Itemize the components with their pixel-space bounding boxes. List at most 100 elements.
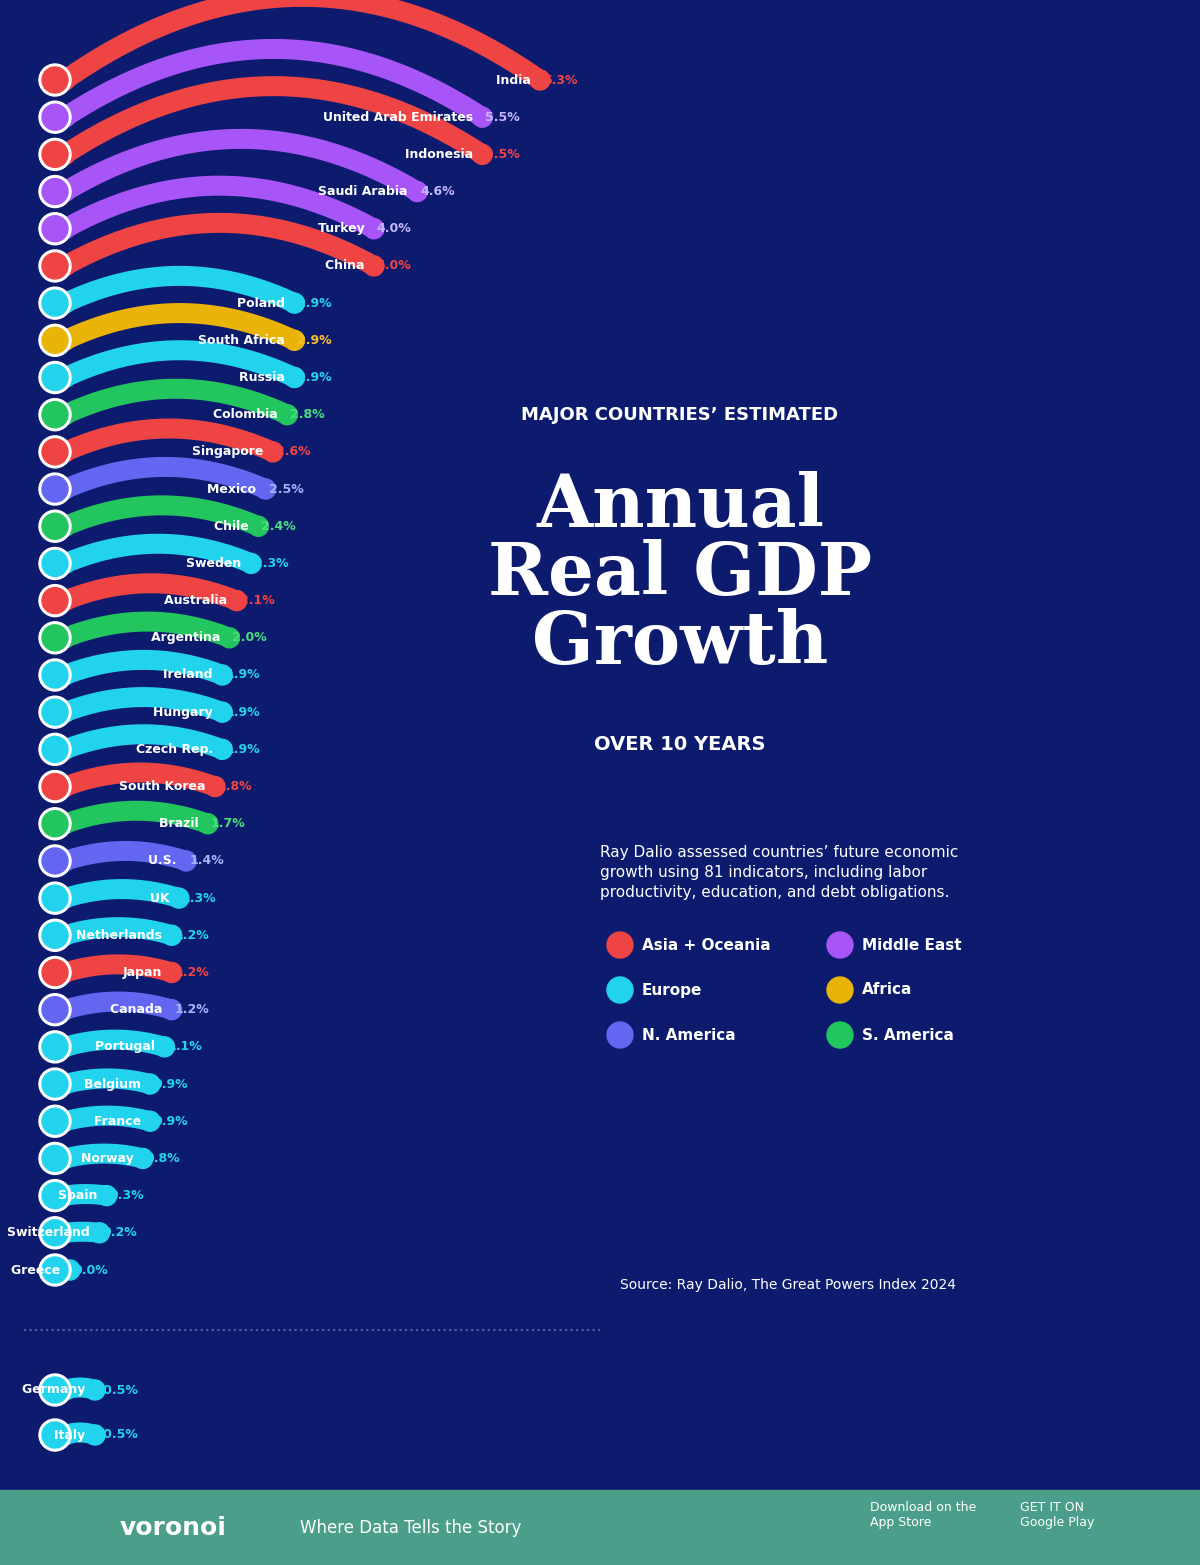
Circle shape — [55, 1149, 74, 1169]
Circle shape — [42, 254, 68, 279]
Circle shape — [55, 590, 74, 610]
Text: 0.8%: 0.8% — [145, 1152, 180, 1164]
Circle shape — [55, 257, 74, 275]
Polygon shape — [62, 880, 182, 908]
Circle shape — [38, 1419, 71, 1451]
Circle shape — [55, 405, 74, 424]
Circle shape — [38, 64, 71, 95]
Circle shape — [55, 962, 74, 983]
Circle shape — [38, 696, 71, 728]
Circle shape — [607, 933, 634, 958]
Text: Singapore: Singapore — [192, 446, 268, 459]
Circle shape — [827, 933, 853, 958]
Polygon shape — [61, 496, 263, 535]
Circle shape — [60, 1260, 80, 1280]
Polygon shape — [64, 1222, 101, 1243]
Circle shape — [42, 105, 68, 130]
Text: 1.8%: 1.8% — [218, 779, 253, 793]
Polygon shape — [61, 649, 226, 684]
Text: 1.2%: 1.2% — [175, 928, 210, 942]
Text: 1.2%: 1.2% — [175, 966, 210, 980]
Circle shape — [277, 405, 298, 424]
Circle shape — [176, 851, 196, 872]
Text: Sweden: Sweden — [186, 557, 246, 570]
Circle shape — [55, 851, 74, 872]
Circle shape — [55, 516, 74, 537]
Circle shape — [55, 1260, 74, 1280]
Polygon shape — [61, 457, 270, 498]
Circle shape — [284, 368, 305, 388]
Circle shape — [227, 590, 247, 610]
Circle shape — [42, 922, 68, 948]
Circle shape — [42, 476, 68, 502]
Circle shape — [55, 1222, 74, 1243]
Polygon shape — [61, 266, 299, 311]
Circle shape — [155, 1038, 174, 1056]
Circle shape — [256, 479, 276, 499]
Circle shape — [55, 703, 74, 721]
Polygon shape — [61, 534, 256, 573]
Text: Germany: Germany — [23, 1383, 90, 1396]
Polygon shape — [62, 1030, 167, 1056]
Text: Download on the
App Store: Download on the App Store — [870, 1501, 977, 1529]
Text: Italy: Italy — [54, 1429, 90, 1441]
Circle shape — [55, 628, 74, 648]
Circle shape — [241, 554, 262, 573]
Circle shape — [55, 1111, 74, 1131]
Text: 4.0%: 4.0% — [377, 260, 412, 272]
Circle shape — [42, 67, 68, 92]
Circle shape — [38, 734, 71, 765]
Text: Spain: Spain — [58, 1189, 102, 1202]
Circle shape — [42, 402, 68, 427]
Polygon shape — [62, 1423, 98, 1444]
Circle shape — [55, 1000, 74, 1020]
Polygon shape — [61, 762, 218, 797]
Circle shape — [42, 848, 68, 873]
Circle shape — [38, 883, 71, 914]
Text: Hungary: Hungary — [154, 706, 217, 718]
Circle shape — [38, 213, 71, 244]
Text: Norway: Norway — [80, 1152, 138, 1164]
Text: 0.2%: 0.2% — [102, 1227, 137, 1239]
Circle shape — [248, 516, 269, 537]
Circle shape — [42, 997, 68, 1022]
Circle shape — [38, 1254, 71, 1286]
Circle shape — [38, 1105, 71, 1138]
Circle shape — [42, 1257, 68, 1283]
Text: MAJOR COUNTRIES’ ESTIMATED: MAJOR COUNTRIES’ ESTIMATED — [522, 405, 839, 424]
Text: Belgium: Belgium — [84, 1078, 145, 1091]
Text: Mexico: Mexico — [208, 482, 260, 496]
Text: 2.9%: 2.9% — [298, 371, 332, 383]
Text: 2.4%: 2.4% — [262, 520, 296, 532]
Text: Saudi Arabia: Saudi Arabia — [318, 185, 413, 199]
Text: South Africa: South Africa — [198, 333, 289, 347]
Circle shape — [42, 551, 68, 576]
Circle shape — [38, 919, 71, 952]
Circle shape — [42, 773, 68, 800]
Circle shape — [42, 216, 68, 241]
Polygon shape — [64, 1185, 108, 1205]
Polygon shape — [59, 0, 546, 88]
Circle shape — [38, 250, 71, 282]
Text: 0.0%: 0.0% — [73, 1263, 108, 1277]
Text: Brazil: Brazil — [158, 817, 203, 831]
Text: Russia: Russia — [239, 371, 289, 383]
Circle shape — [42, 1034, 68, 1060]
Text: 2.1%: 2.1% — [240, 595, 275, 607]
Polygon shape — [62, 1144, 145, 1167]
Circle shape — [42, 178, 68, 205]
Polygon shape — [62, 955, 174, 983]
Text: 2.0%: 2.0% — [233, 631, 268, 645]
Text: Ray Dalio assessed countries’ future economic
growth using 81 indicators, includ: Ray Dalio assessed countries’ future eco… — [600, 845, 959, 900]
Text: 2.6%: 2.6% — [276, 446, 311, 459]
Text: 5.5%: 5.5% — [485, 111, 520, 124]
Circle shape — [42, 700, 68, 725]
Circle shape — [473, 144, 492, 164]
Circle shape — [169, 887, 188, 908]
Circle shape — [530, 70, 550, 91]
Circle shape — [38, 808, 71, 840]
Text: 2.3%: 2.3% — [254, 557, 289, 570]
Text: Czech Rep.: Czech Rep. — [136, 743, 217, 756]
Circle shape — [38, 286, 71, 319]
Text: France: France — [94, 1114, 145, 1128]
